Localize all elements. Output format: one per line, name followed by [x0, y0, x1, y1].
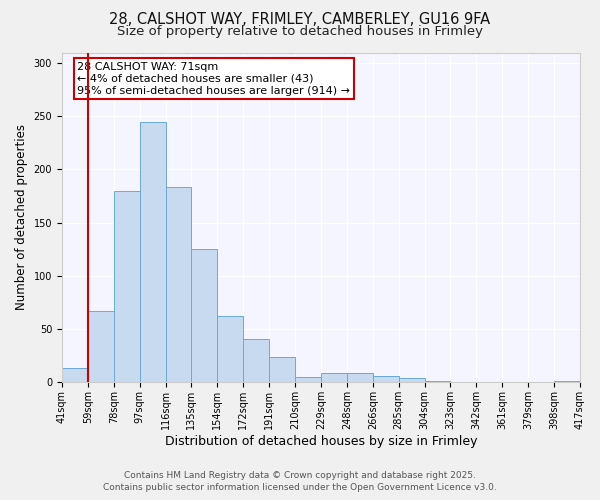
Bar	[166, 188, 191, 382]
X-axis label: Distribution of detached houses by size in Frimley: Distribution of detached houses by size …	[165, 434, 477, 448]
Text: 28, CALSHOT WAY, FRIMLEY, CAMBERLEY, GU16 9FA: 28, CALSHOT WAY, FRIMLEY, CAMBERLEY, GU1…	[109, 12, 491, 28]
Bar	[347, 374, 373, 382]
Bar	[269, 358, 295, 382]
Text: 28 CALSHOT WAY: 71sqm
← 4% of detached houses are smaller (43)
95% of semi-detac: 28 CALSHOT WAY: 71sqm ← 4% of detached h…	[77, 62, 350, 96]
Bar	[243, 340, 269, 382]
Bar	[62, 368, 88, 382]
Bar	[217, 316, 243, 382]
Bar	[88, 310, 114, 382]
Bar	[398, 378, 425, 382]
Text: Size of property relative to detached houses in Frimley: Size of property relative to detached ho…	[117, 25, 483, 38]
Bar	[373, 376, 398, 382]
Bar	[191, 249, 217, 382]
Bar	[425, 381, 451, 382]
Bar	[295, 376, 321, 382]
Bar	[140, 122, 166, 382]
Bar	[554, 381, 580, 382]
Text: Contains HM Land Registry data © Crown copyright and database right 2025.
Contai: Contains HM Land Registry data © Crown c…	[103, 471, 497, 492]
Bar	[114, 190, 140, 382]
Bar	[321, 374, 347, 382]
Y-axis label: Number of detached properties: Number of detached properties	[15, 124, 28, 310]
